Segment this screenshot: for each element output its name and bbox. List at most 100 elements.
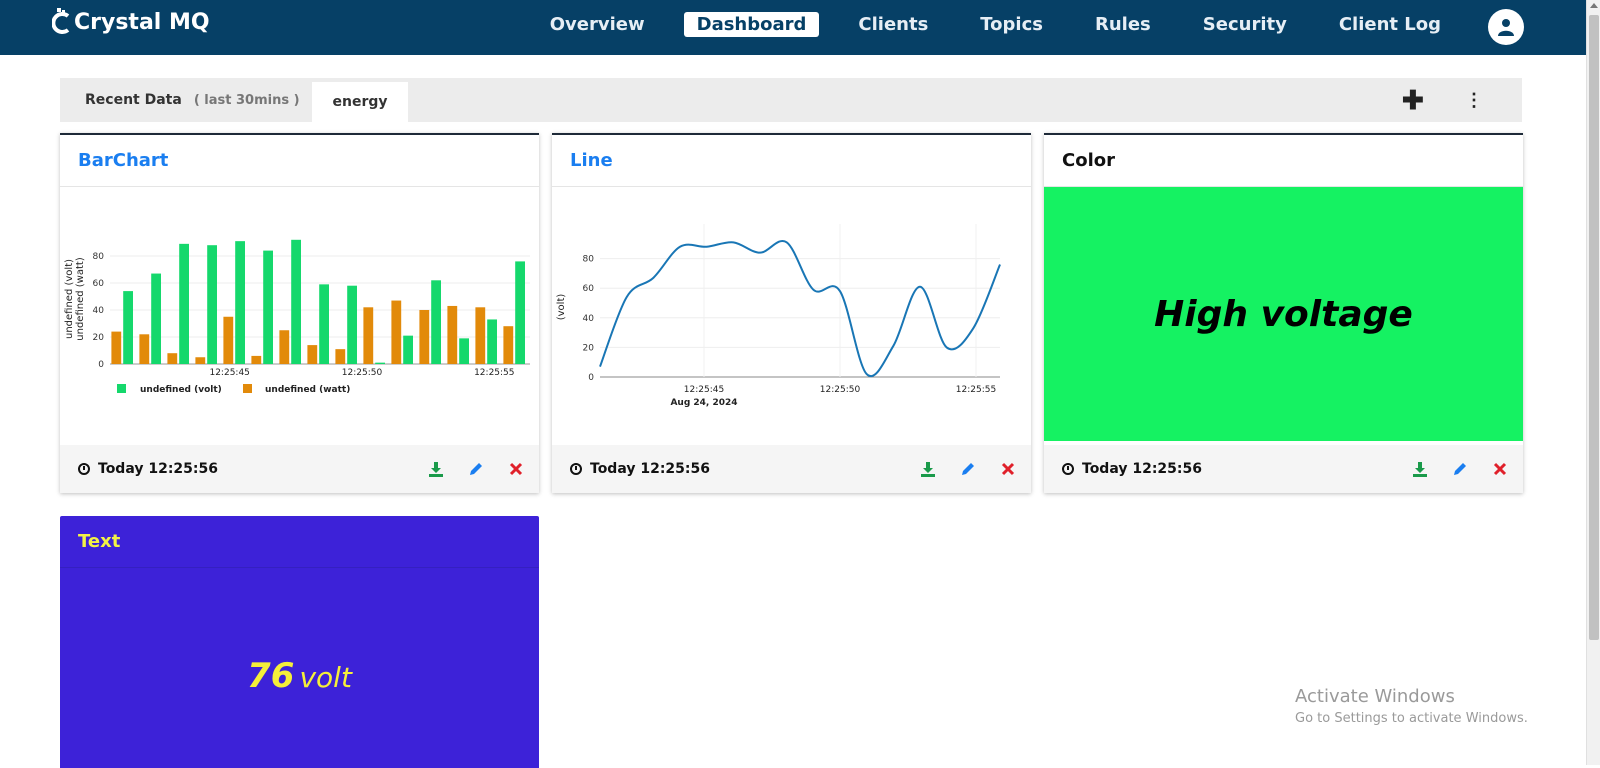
scroll-thumb[interactable] xyxy=(1589,15,1599,640)
bar-volt xyxy=(375,362,385,364)
x-tick-label: 12:25:55 xyxy=(956,385,996,395)
bar-watt xyxy=(279,330,290,364)
download-icon[interactable] xyxy=(1411,460,1429,478)
watermark-title: Activate Windows xyxy=(1295,686,1455,707)
nav-security[interactable]: Security xyxy=(1202,14,1287,35)
y-axis-label: undefined (watt) xyxy=(75,257,86,341)
nav-dashboard[interactable]: Dashboard xyxy=(683,12,820,37)
nav-rules[interactable]: Rules xyxy=(1095,14,1151,35)
card-timestamp: Today 12:25:56 xyxy=(570,461,710,477)
card-actions xyxy=(427,460,525,478)
page-scrollbar[interactable] xyxy=(1586,0,1600,765)
bar-volt xyxy=(431,280,441,364)
brand-name: Crystal MQ xyxy=(74,9,210,35)
bar-chart: 0 20 40 60 80 12:25:45 12:25:50 12:25:55 undefin… xyxy=(64,239,530,395)
legend-swatch-watt xyxy=(243,384,252,393)
tab-recent-data[interactable]: Recent Data ( last 30mins ) xyxy=(85,78,300,122)
y-tick-label: 20 xyxy=(93,333,105,343)
timestamp-text: Today 12:25:56 xyxy=(590,461,710,477)
nav-client-log[interactable]: Client Log xyxy=(1338,14,1441,35)
bar-watt xyxy=(475,307,486,364)
card-actions xyxy=(919,460,1017,478)
color-message: High voltage xyxy=(1154,293,1413,335)
nav-overview[interactable]: Overview xyxy=(549,14,645,35)
bar-watt xyxy=(223,316,234,364)
y-tick-label: 0 xyxy=(98,360,104,370)
card-title: Color xyxy=(1044,135,1523,187)
y-tick-label: 40 xyxy=(583,314,595,324)
delete-icon[interactable] xyxy=(1491,460,1509,478)
delete-icon[interactable] xyxy=(999,460,1017,478)
edit-icon[interactable] xyxy=(1451,460,1469,478)
edit-icon[interactable] xyxy=(467,460,485,478)
bar-volt xyxy=(487,319,497,364)
bar-watt xyxy=(391,300,402,364)
text-unit: volt xyxy=(299,661,352,694)
bar-volt xyxy=(515,261,525,364)
bar-watt xyxy=(363,307,374,364)
activation-watermark: Activate Windows Go to Settings to activ… xyxy=(1295,686,1528,726)
bar-watt xyxy=(167,353,178,364)
text-value-display: 76 volt xyxy=(60,656,539,696)
card-footer: Today 12:25:56 xyxy=(552,445,1031,493)
top-navbar: Crystal MQ Overview Dashboard Clients To… xyxy=(0,0,1586,55)
y-tick-label: 60 xyxy=(93,279,105,289)
delete-icon[interactable] xyxy=(507,460,525,478)
bar-volt xyxy=(291,239,301,364)
bar-volt xyxy=(347,285,357,364)
y-tick-label: 80 xyxy=(583,255,595,265)
card-title: Text xyxy=(60,516,539,568)
card-title: Line xyxy=(552,135,1031,187)
card-footer: Today 12:25:56 xyxy=(60,445,539,493)
bar-volt xyxy=(179,243,189,364)
y-tick-label: 40 xyxy=(93,306,105,316)
y-tick-label: 20 xyxy=(583,343,595,353)
x-tick-label: 12:25:50 xyxy=(820,385,861,395)
card-timestamp: Today 12:25:56 xyxy=(78,461,218,477)
bar-volt xyxy=(403,335,413,364)
user-menu-button[interactable] xyxy=(1488,9,1524,45)
card-actions xyxy=(1411,460,1509,478)
bar-watt xyxy=(307,345,318,364)
clock-icon xyxy=(1062,463,1074,475)
download-icon[interactable] xyxy=(427,460,445,478)
crystal-logo-icon xyxy=(51,8,72,36)
clock-icon xyxy=(78,463,90,475)
line-chart: 0 20 40 60 80 12:25:45 12:25:50 12:25:55 Aug 24,… xyxy=(556,224,1001,408)
series-line-volt xyxy=(599,239,1001,378)
card-footer: Today 12:25:56 xyxy=(1044,445,1523,493)
x-tick-label: 12:25:45 xyxy=(209,368,249,378)
clock-icon xyxy=(570,463,582,475)
barchart-card: BarChart 0 20 40 60 80 12:25:45 12:25:50 12:25:… xyxy=(60,133,539,493)
bar-watt xyxy=(503,326,514,364)
line-card: Line 0 20 40 60 80 12:25:45 12:25:50 12:25:55 Au… xyxy=(552,133,1031,493)
bar-volt xyxy=(123,291,133,364)
x-tick-label: 12:25:45 xyxy=(684,385,724,395)
bar-volt xyxy=(207,245,217,364)
text-value: 76 xyxy=(247,656,295,696)
nav-topics[interactable]: Topics xyxy=(980,14,1043,35)
y-axis-label: (volt) xyxy=(556,294,567,321)
tab-recent-sub: ( last 30mins ) xyxy=(193,92,300,108)
tab-energy[interactable]: energy xyxy=(312,82,408,122)
nav-clients[interactable]: Clients xyxy=(858,14,929,35)
timestamp-text: Today 12:25:56 xyxy=(1082,461,1202,477)
color-card: Color High voltage Today 12:25:56 xyxy=(1044,133,1523,493)
bar-volt xyxy=(151,273,161,364)
download-icon[interactable] xyxy=(919,460,937,478)
edit-icon[interactable] xyxy=(959,460,977,478)
legend-label-watt: undefined (watt) xyxy=(265,385,350,395)
card-title: BarChart xyxy=(60,135,539,187)
kebab-icon[interactable]: ⋮ xyxy=(1465,90,1483,110)
scroll-up-arrow-icon[interactable] xyxy=(1590,3,1598,8)
legend-swatch-volt xyxy=(117,384,126,393)
plus-icon[interactable]: ✚ xyxy=(1402,85,1424,115)
brand-logo[interactable]: Crystal MQ xyxy=(51,8,210,36)
watermark-subtitle: Go to Settings to activate Windows. xyxy=(1295,711,1528,726)
y-tick-label: 60 xyxy=(583,284,595,294)
bar-watt xyxy=(111,331,122,364)
bar-watt xyxy=(251,355,262,364)
legend-label-volt: undefined (volt) xyxy=(140,385,222,395)
bar-chart-area: 0 20 40 60 80 12:25:45 12:25:50 12:25:55 undefin… xyxy=(60,189,539,443)
color-display: High voltage xyxy=(1044,187,1523,441)
